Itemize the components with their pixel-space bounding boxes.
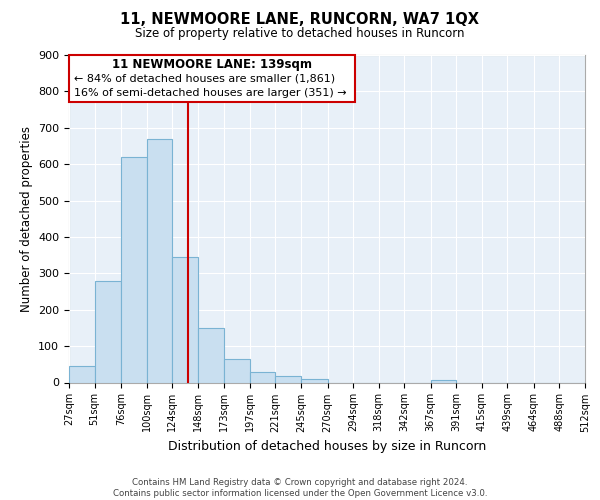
Bar xyxy=(121,157,146,382)
Text: Contains HM Land Registry data © Crown copyright and database right 2024.
Contai: Contains HM Land Registry data © Crown c… xyxy=(113,478,487,498)
X-axis label: Distribution of detached houses by size in Runcorn: Distribution of detached houses by size … xyxy=(168,440,486,453)
Bar xyxy=(172,257,198,382)
Text: ← 84% of detached houses are smaller (1,861): ← 84% of detached houses are smaller (1,… xyxy=(74,73,335,83)
Bar xyxy=(198,328,224,382)
Bar xyxy=(224,359,250,382)
Text: 11, NEWMOORE LANE, RUNCORN, WA7 1QX: 11, NEWMOORE LANE, RUNCORN, WA7 1QX xyxy=(121,12,479,28)
Bar xyxy=(275,376,301,382)
Bar xyxy=(431,380,456,382)
Bar xyxy=(95,280,121,382)
Text: Size of property relative to detached houses in Runcorn: Size of property relative to detached ho… xyxy=(135,28,465,40)
Y-axis label: Number of detached properties: Number of detached properties xyxy=(20,126,32,312)
FancyBboxPatch shape xyxy=(69,55,355,102)
Bar xyxy=(146,138,172,382)
Bar xyxy=(69,366,95,382)
Text: 11 NEWMOORE LANE: 139sqm: 11 NEWMOORE LANE: 139sqm xyxy=(112,58,312,71)
Bar xyxy=(301,379,328,382)
Bar xyxy=(250,372,275,382)
Text: 16% of semi-detached houses are larger (351) →: 16% of semi-detached houses are larger (… xyxy=(74,88,347,98)
